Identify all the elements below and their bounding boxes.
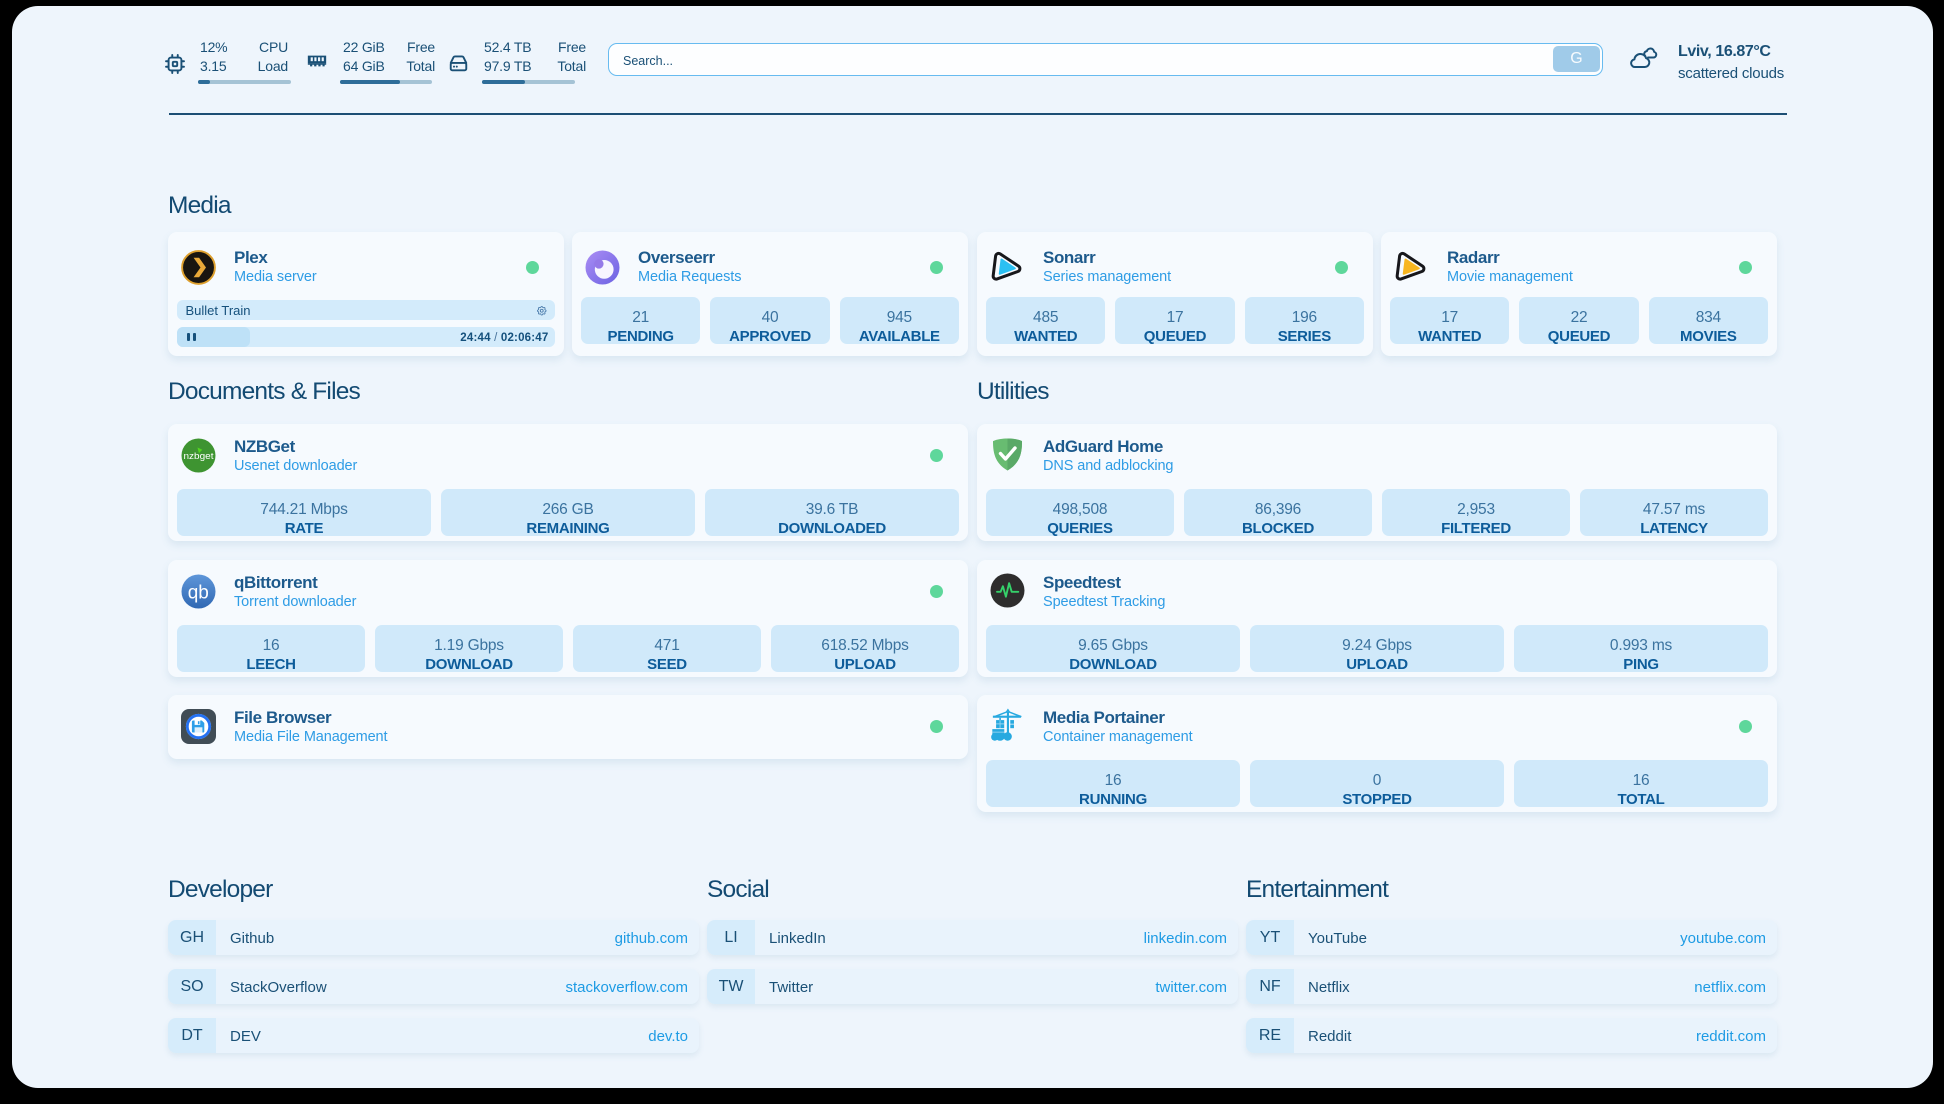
svg-text:nzbget: nzbget xyxy=(184,451,214,462)
svg-text:qb: qb xyxy=(188,582,209,603)
